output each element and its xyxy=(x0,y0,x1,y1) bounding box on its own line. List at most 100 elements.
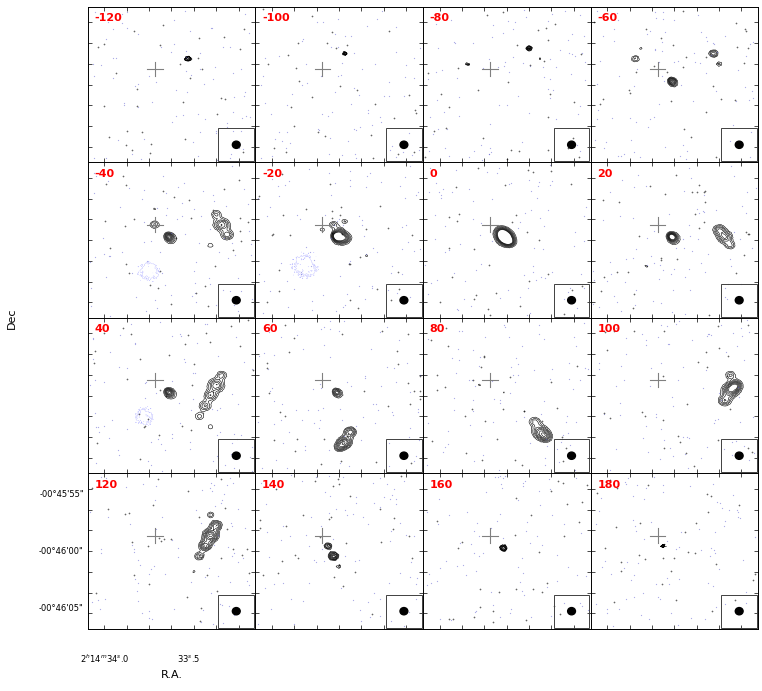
Point xyxy=(549,19,561,30)
Point xyxy=(501,285,514,296)
Point xyxy=(211,404,223,415)
Point xyxy=(393,335,405,346)
Point xyxy=(192,109,204,120)
Point xyxy=(730,17,742,28)
Point xyxy=(408,386,420,397)
Point xyxy=(628,147,640,158)
Point xyxy=(408,73,420,84)
Point xyxy=(618,149,630,160)
Point xyxy=(719,30,732,41)
Point xyxy=(578,31,590,42)
Point xyxy=(593,505,605,516)
Point xyxy=(120,179,132,190)
Point xyxy=(168,604,181,615)
Point xyxy=(345,31,357,42)
Point xyxy=(288,332,300,343)
Point xyxy=(245,294,258,305)
Bar xyxy=(386,129,422,162)
Point xyxy=(677,62,690,73)
Point xyxy=(442,426,454,437)
Point xyxy=(243,28,255,39)
Point xyxy=(389,21,402,32)
Point xyxy=(271,484,283,495)
Point xyxy=(620,594,632,605)
Point xyxy=(437,447,450,458)
Point xyxy=(478,352,490,363)
Point xyxy=(570,417,582,428)
Point xyxy=(486,236,498,247)
Point xyxy=(658,188,671,199)
Point xyxy=(656,37,668,48)
Point xyxy=(556,478,568,489)
Point xyxy=(502,178,514,189)
Point xyxy=(315,459,328,470)
Point xyxy=(606,112,618,123)
Point xyxy=(238,23,250,35)
Point xyxy=(357,385,370,396)
Point xyxy=(383,493,395,504)
Point xyxy=(443,102,456,113)
Point xyxy=(494,471,506,482)
Point xyxy=(454,538,466,549)
Point xyxy=(542,268,554,279)
Point xyxy=(359,293,371,304)
Point xyxy=(447,614,459,625)
Point xyxy=(677,431,689,442)
Point xyxy=(700,614,712,625)
Point xyxy=(288,618,300,630)
Point xyxy=(520,525,533,536)
Point xyxy=(399,71,411,82)
Point xyxy=(476,454,488,465)
Point xyxy=(207,618,219,630)
Point xyxy=(324,491,336,502)
Point xyxy=(440,246,452,257)
Point xyxy=(126,537,139,548)
Point xyxy=(88,358,100,369)
Point xyxy=(234,213,246,224)
Point xyxy=(693,207,705,218)
Point xyxy=(205,22,217,33)
Point xyxy=(133,555,145,566)
Point xyxy=(608,325,620,337)
Point xyxy=(598,272,610,283)
Point xyxy=(683,432,695,443)
Point xyxy=(433,494,445,505)
Point xyxy=(497,28,509,39)
Point xyxy=(628,181,640,192)
Point xyxy=(673,315,685,326)
Point xyxy=(138,184,150,196)
Point xyxy=(527,261,539,272)
Point xyxy=(333,479,345,490)
Point xyxy=(142,413,154,424)
Point xyxy=(179,6,191,17)
Point xyxy=(370,247,383,258)
Point xyxy=(335,149,347,160)
Point xyxy=(591,488,603,499)
Point xyxy=(525,185,537,196)
Point xyxy=(467,214,479,225)
Point xyxy=(127,547,139,558)
Point xyxy=(611,8,623,19)
Point xyxy=(640,23,652,34)
Point xyxy=(553,456,565,467)
Point xyxy=(373,326,386,337)
Point xyxy=(323,168,335,179)
Point xyxy=(136,193,148,205)
Point xyxy=(485,522,497,533)
Point xyxy=(538,55,550,66)
Point xyxy=(541,578,553,589)
Point xyxy=(335,69,347,80)
Point xyxy=(555,437,567,448)
Point xyxy=(261,498,273,509)
Point xyxy=(451,303,463,314)
Point xyxy=(451,560,463,571)
Point xyxy=(223,576,235,587)
Point xyxy=(107,53,119,64)
Point xyxy=(483,259,495,270)
Point xyxy=(366,609,378,620)
Point xyxy=(285,102,297,113)
Point xyxy=(750,183,762,194)
Point xyxy=(235,236,248,247)
Point xyxy=(367,399,379,410)
Point xyxy=(680,153,693,164)
